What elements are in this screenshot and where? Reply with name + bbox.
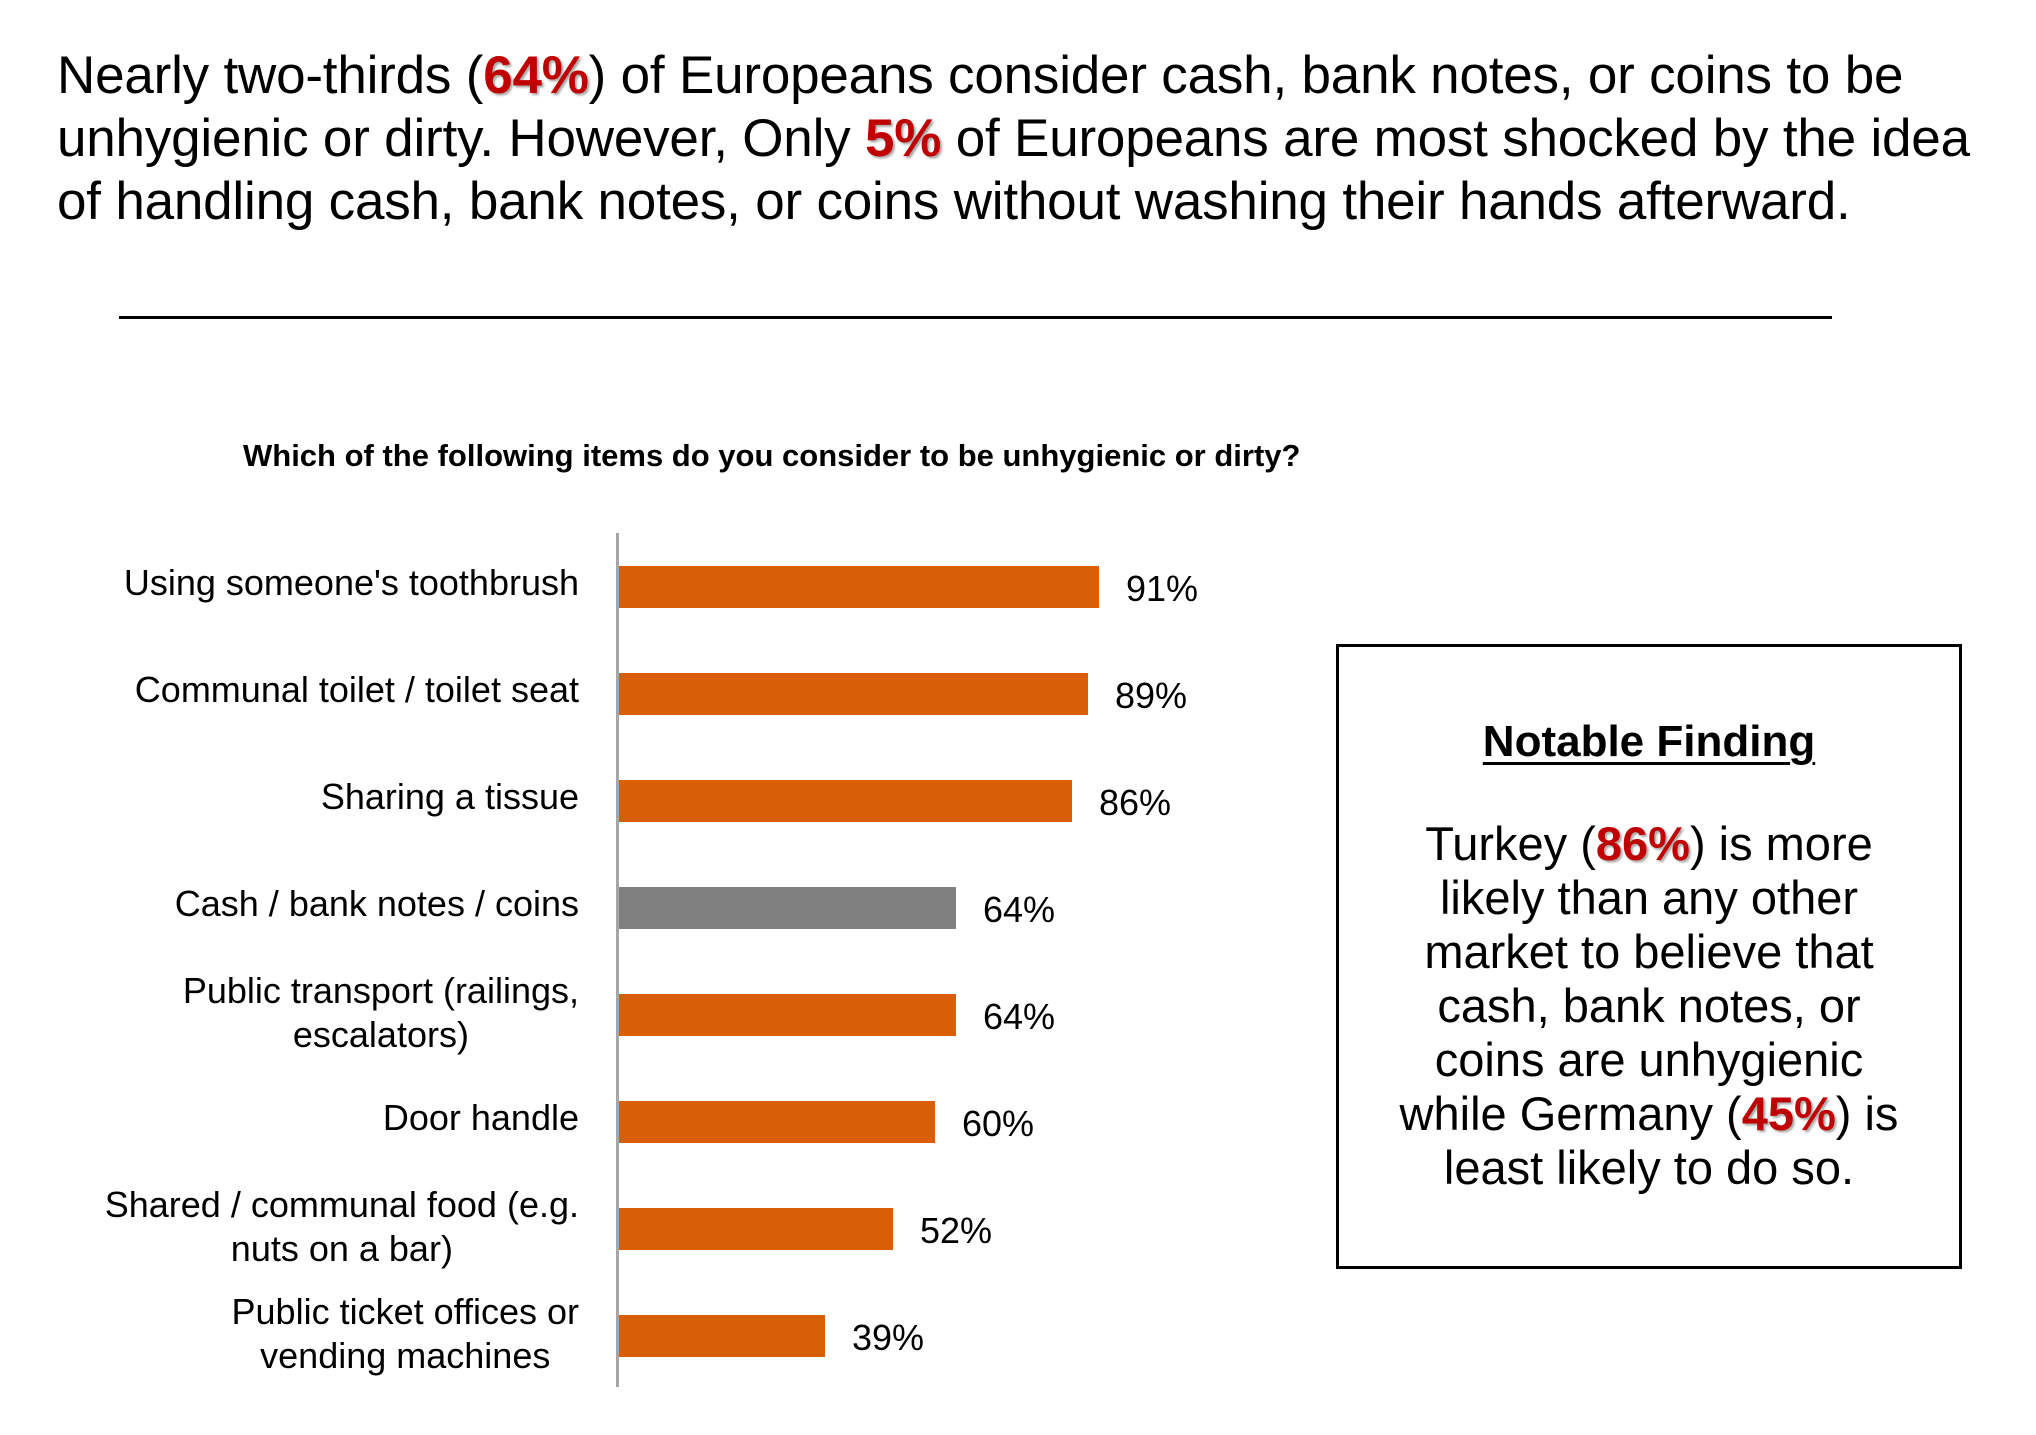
headline-highlight: 64% <box>483 46 589 105</box>
value-label: 86% <box>1099 782 1172 823</box>
value-label: 89% <box>1115 675 1188 716</box>
notable-finding-title: Notable Finding <box>1482 717 1816 766</box>
value-label: 52% <box>920 1210 993 1251</box>
category-label-line: Public ticket offices or <box>231 1291 579 1332</box>
bar-highlighted <box>619 887 956 929</box>
value-label: 64% <box>983 996 1056 1037</box>
category-axis <box>616 533 619 1387</box>
headline-highlight: 5% <box>864 109 942 168</box>
category-label-line: Using someone's toothbrush <box>123 562 579 603</box>
category-label: Communal toilet / toilet seat <box>19 668 579 712</box>
bar <box>619 1208 893 1250</box>
finding-text: ) is least likely to do so. <box>1443 1087 1899 1194</box>
category-label-line: Communal toilet / toilet seat <box>134 669 579 710</box>
value-label: 39% <box>852 1317 925 1358</box>
category-label: Cash / bank notes / coins <box>19 882 579 926</box>
category-label: Shared / communal food (e.g. nuts on a ba… <box>19 1183 579 1271</box>
headline-text: ) of Europeans consider cash, bank notes… <box>57 46 1904 168</box>
value-label: 64% <box>983 889 1056 930</box>
headline-text: of Europeans are most shocked by the ide… <box>57 109 1970 231</box>
value-label: 91% <box>1126 568 1199 609</box>
bar <box>619 994 956 1036</box>
category-label-line: Door handle <box>382 1097 579 1138</box>
category-label-line: escalators) <box>292 1014 469 1055</box>
headline-text: Nearly two-thirds ( <box>57 46 484 105</box>
finding-highlight: 45% <box>1741 1087 1836 1140</box>
notable-finding-text: Turkey (86%) is more likely than any oth… <box>1379 817 1919 1195</box>
category-label-line: Cash / bank notes / coins <box>174 883 579 924</box>
headline: Nearly two-thirds (64%) of Europeans con… <box>57 44 2017 233</box>
bar <box>619 1315 825 1357</box>
finding-text: Turkey ( <box>1425 817 1596 870</box>
category-label-line: nuts on a bar) <box>230 1228 453 1269</box>
bar <box>619 566 1099 608</box>
category-label-line: Shared / communal food (e.g. <box>104 1184 579 1225</box>
category-label: Door handle <box>19 1096 579 1140</box>
finding-highlight: 86% <box>1595 817 1690 870</box>
category-label-line: vending machines <box>260 1335 551 1376</box>
category-label: Sharing a tissue <box>19 775 579 819</box>
category-label-line: Public transport (railings, <box>182 970 579 1011</box>
category-label: Using someone's toothbrush <box>19 561 579 605</box>
bar <box>619 673 1088 715</box>
chart-title: Which of the following items do you cons… <box>243 438 1301 473</box>
category-label-line: Sharing a tissue <box>320 776 579 817</box>
category-label: Public ticket offices or vending machines <box>19 1290 579 1378</box>
category-label: Public transport (railings, escalators) <box>19 969 579 1057</box>
bar <box>619 1101 935 1143</box>
divider-rule <box>119 316 1832 319</box>
value-label: 60% <box>962 1103 1035 1144</box>
finding-text: ) is more likely than any other market t… <box>1399 817 1874 1140</box>
bar <box>619 780 1072 822</box>
notable-finding-box: Notable Finding Turkey (86%) is more lik… <box>1336 644 1962 1269</box>
